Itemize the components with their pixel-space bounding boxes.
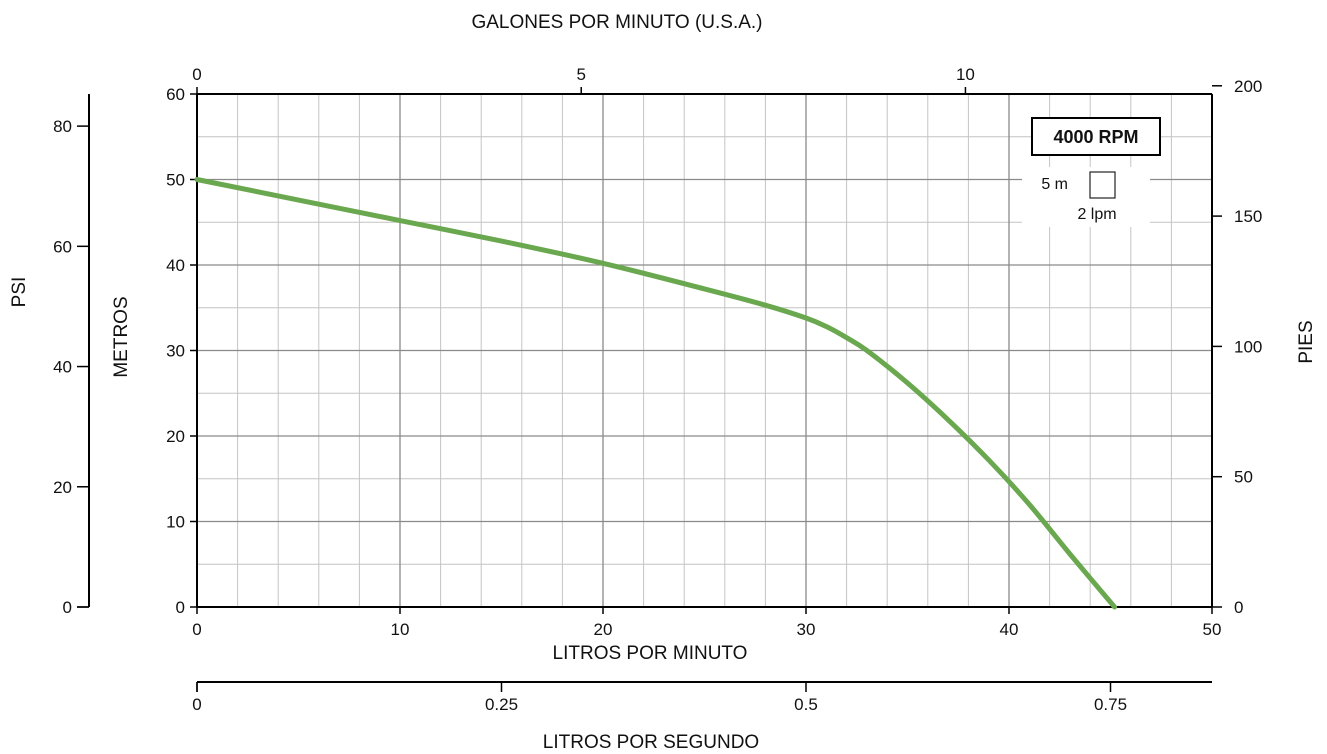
x-bottom-tick-label: 20 <box>594 620 613 639</box>
y-right-tick-label: 50 <box>1234 468 1253 487</box>
x-top-axis-title: GALONES POR MINUTO (U.S.A.) <box>471 12 762 33</box>
y-right-tick-label: 200 <box>1234 77 1262 96</box>
rpm-legend-box <box>1031 117 1161 156</box>
scale-square-icon <box>1089 171 1116 199</box>
x-second-tick-label: 0 <box>192 695 201 714</box>
scale-flow-label: 2 lpm <box>1077 206 1116 223</box>
scale-head-label: 5 m <box>1041 176 1068 193</box>
pump-curve-line <box>194 177 1118 610</box>
y-psi-tick-label: 40 <box>53 358 72 377</box>
y-left-tick-label: 10 <box>166 513 185 532</box>
rpm-label: 4000 RPM <box>1053 127 1138 147</box>
y-left-tick-label: 60 <box>166 85 185 104</box>
x-top-tick-label: 10 <box>956 65 975 84</box>
scale-note-background <box>1022 167 1150 227</box>
x-bottom-tick-label: 40 <box>1000 620 1019 639</box>
x-top-tick-label: 0 <box>192 65 201 84</box>
x-bottom-tick-label: 0 <box>192 620 201 639</box>
x-top-tick-label: 5 <box>576 65 585 84</box>
x-second-axis-title: LITROS POR SEGUNDO <box>543 732 759 753</box>
x-bottom-tick-label: 50 <box>1203 620 1222 639</box>
x-bottom-tick-label: 30 <box>797 620 816 639</box>
y-psi-tick-label: 0 <box>63 598 72 617</box>
y-left-axis-title: METROS <box>111 296 132 377</box>
y-left-tick-label: 0 <box>176 598 185 617</box>
y-right-axis-title: PIES <box>1296 320 1317 363</box>
x-bottom-axis-title: LITROS POR MINUTO <box>553 643 748 664</box>
y-left-tick-label: 30 <box>166 342 185 361</box>
x-bottom-tick-label: 10 <box>391 620 410 639</box>
x-second-tick-label: 0.75 <box>1094 695 1127 714</box>
y-right-tick-label: 0 <box>1234 598 1243 617</box>
y-psi-tick-label: 20 <box>53 478 72 497</box>
y-psi-axis-title: PSI <box>9 277 30 308</box>
x-second-tick-label: 0.5 <box>794 695 818 714</box>
series-layer <box>194 177 1118 610</box>
y-right-tick-label: 100 <box>1234 337 1262 356</box>
y-psi-tick-label: 60 <box>53 237 72 256</box>
y-left-tick-label: 50 <box>166 171 185 190</box>
y-right-tick-label: 150 <box>1234 207 1262 226</box>
x-second-tick-label: 0.25 <box>485 695 518 714</box>
y-left-tick-label: 20 <box>166 427 185 446</box>
y-left-tick-label: 40 <box>166 256 185 275</box>
y-psi-tick-label: 80 <box>53 117 72 136</box>
